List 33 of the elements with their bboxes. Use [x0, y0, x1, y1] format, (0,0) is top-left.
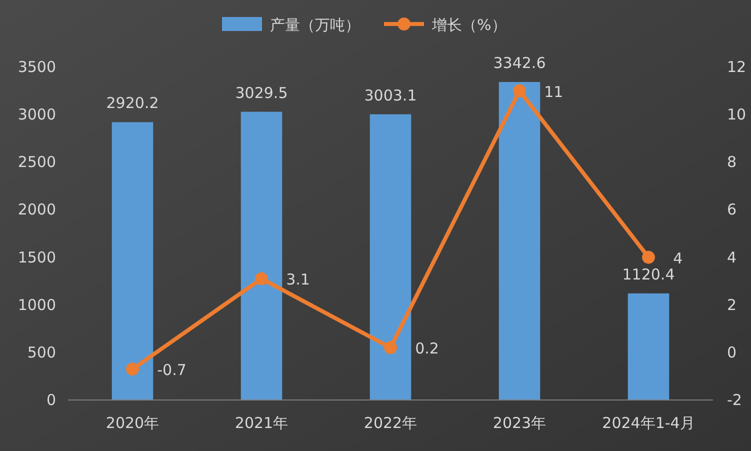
y2-tick-label: 4	[727, 248, 737, 266]
x-tick-label: 2021年	[234, 414, 288, 432]
x-tick-label: 2022年	[364, 414, 418, 432]
x-tick-label: 2020年	[106, 414, 160, 432]
y2-tick-label: 6	[727, 200, 737, 219]
y-tick-label: 2000	[18, 200, 56, 219]
data-label: 4	[673, 249, 683, 268]
data-label: 3029.5	[235, 84, 288, 102]
y2-tick-label: 8	[727, 153, 737, 172]
data-label: 11	[544, 82, 564, 101]
data-label: -0.7	[157, 361, 186, 380]
data-label: 0.2	[415, 340, 439, 358]
y-tick-label: 3500	[18, 58, 56, 76]
y2-tick-label: 10	[727, 106, 746, 124]
data-label: 3.1	[286, 270, 310, 289]
y2-tick-label: -2	[727, 391, 742, 409]
y2-tick-label: 0	[727, 343, 737, 362]
y-tick-label: 1000	[18, 296, 56, 314]
x-tick-label: 2023年	[492, 414, 546, 432]
data-label: 3003.1	[364, 86, 417, 104]
data-label: 1120.4	[622, 265, 675, 284]
data-label: 3342.6	[493, 54, 546, 72]
legend-label: 增长（%）	[431, 16, 506, 34]
x-tick-label: 2024年1-4月	[602, 414, 695, 432]
y-tick-label: 2500	[18, 153, 56, 172]
legend-label: 产量（万吨）	[270, 16, 360, 34]
y-tick-label: 0	[46, 391, 56, 409]
y-tick-label: 3000	[18, 106, 56, 124]
y2-tick-label: 12	[727, 58, 746, 76]
data-label: 2920.2	[106, 94, 159, 112]
y-tick-label: 1500	[18, 248, 56, 266]
y-tick-label: 500	[27, 343, 56, 362]
y2-tick-label: 2	[727, 296, 737, 314]
